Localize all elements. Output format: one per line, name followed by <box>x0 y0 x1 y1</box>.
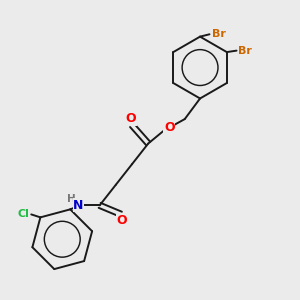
Text: N: N <box>73 199 84 212</box>
Text: O: O <box>117 214 127 227</box>
Text: Br: Br <box>212 29 226 39</box>
Text: Br: Br <box>238 46 252 56</box>
Text: O: O <box>125 112 136 125</box>
Text: Cl: Cl <box>18 209 29 219</box>
Text: O: O <box>164 121 175 134</box>
Text: H: H <box>67 194 76 204</box>
